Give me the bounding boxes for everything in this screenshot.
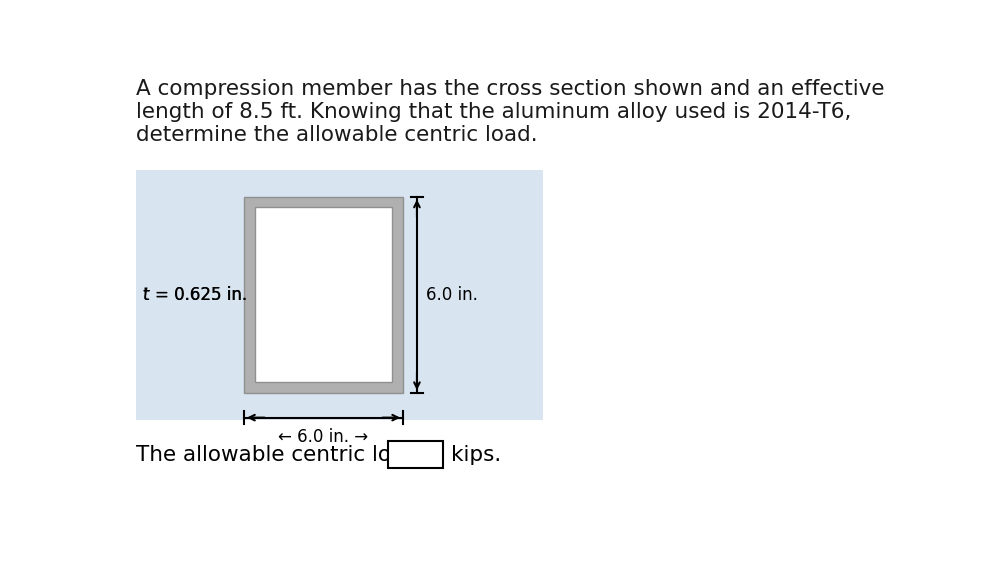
Bar	[136, 170, 543, 420]
Bar	[388, 441, 443, 469]
Bar	[255, 208, 392, 382]
Text: t: t	[144, 286, 150, 304]
Text: = 0.625 in.: = 0.625 in.	[150, 286, 247, 304]
Text: 6.0 in.: 6.0 in.	[427, 286, 478, 304]
Text: A compression member has the cross section shown and an effective
length of 8.5 : A compression member has the cross secti…	[136, 79, 884, 145]
Text: kips.: kips.	[451, 445, 501, 465]
Text: ← 6.0 in. →: ← 6.0 in. →	[279, 429, 369, 447]
Bar	[244, 197, 403, 393]
Text: The allowable centric load is: The allowable centric load is	[136, 445, 448, 465]
Text: t = 0.625 in.: t = 0.625 in.	[144, 286, 247, 304]
